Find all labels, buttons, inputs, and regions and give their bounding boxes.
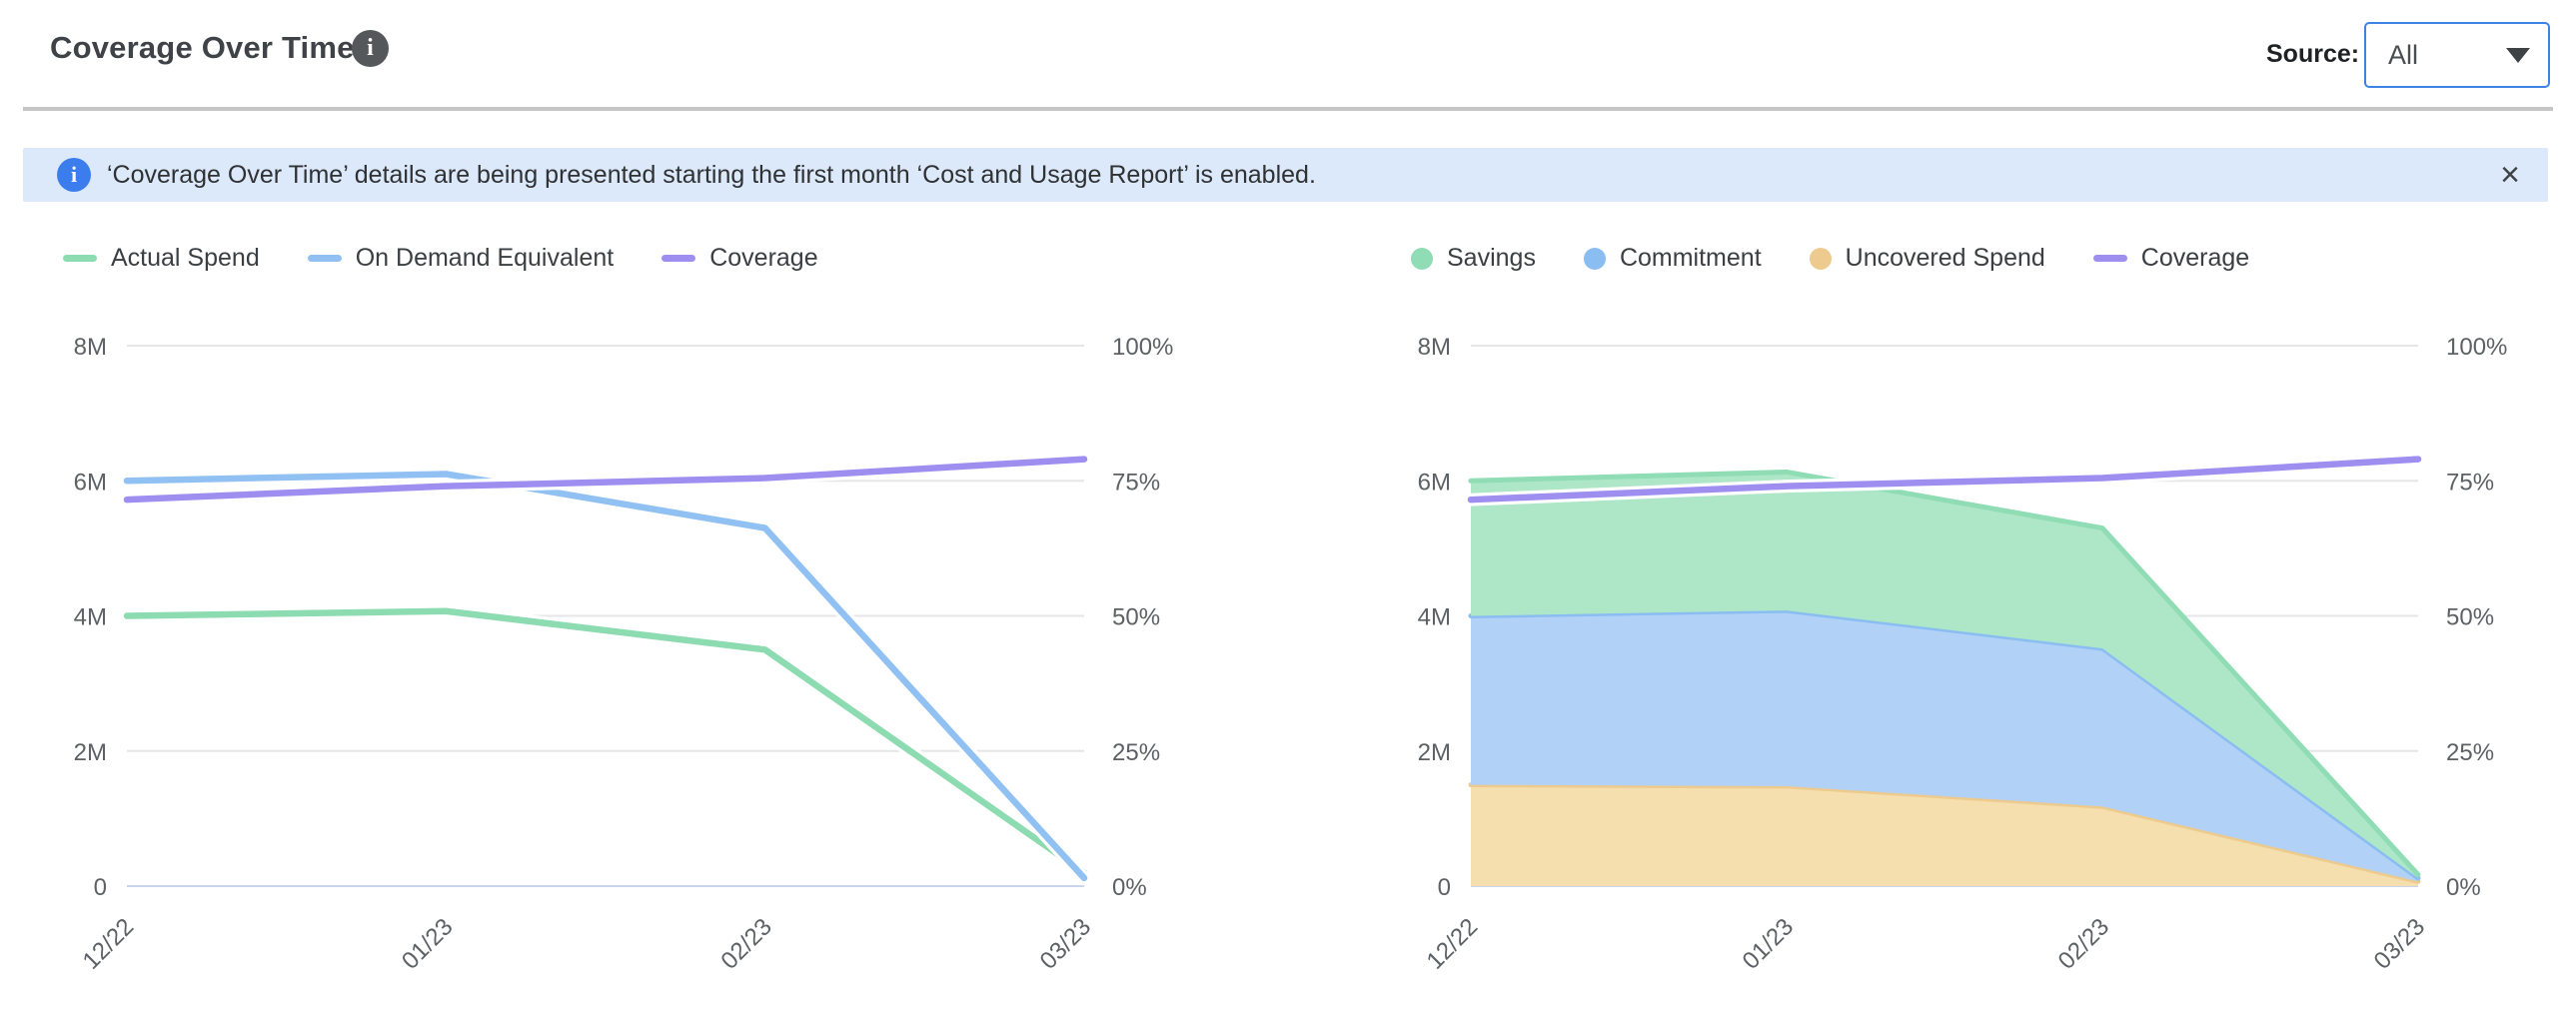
svg-text:2M: 2M bbox=[74, 739, 107, 766]
svg-text:50%: 50% bbox=[2446, 604, 2494, 631]
svg-text:0: 0 bbox=[94, 874, 107, 901]
source-select[interactable]: All bbox=[2364, 22, 2550, 88]
source-label: Source: bbox=[2266, 40, 2360, 68]
svg-text:75%: 75% bbox=[2446, 469, 2494, 496]
legend-label: Actual Spend bbox=[111, 244, 260, 272]
legend-label: On Demand Equivalent bbox=[355, 244, 615, 272]
svg-text:0%: 0% bbox=[2446, 874, 2481, 901]
svg-text:03/23: 03/23 bbox=[2369, 913, 2431, 975]
legend-swatch bbox=[1583, 247, 1606, 270]
svg-text:12/22: 12/22 bbox=[1422, 913, 1484, 975]
svg-text:50%: 50% bbox=[1112, 604, 1160, 631]
legend-swatch bbox=[63, 255, 97, 262]
banner-info-icon: i bbox=[57, 158, 91, 192]
legend-item-actual-spend[interactable]: Actual Spend bbox=[63, 244, 260, 273]
line-chart-section: Actual Spend On Demand Equivalent Covera… bbox=[23, 230, 1312, 1015]
legend-swatch bbox=[2092, 255, 2127, 262]
svg-text:6M: 6M bbox=[1418, 469, 1451, 496]
legend-swatch bbox=[307, 255, 342, 262]
header-divider bbox=[23, 107, 2553, 111]
svg-text:03/23: 03/23 bbox=[1035, 913, 1097, 975]
svg-text:75%: 75% bbox=[1112, 469, 1160, 496]
info-icon[interactable]: i bbox=[352, 30, 389, 67]
legend-item-commitment[interactable]: Commitment bbox=[1583, 244, 1762, 273]
svg-text:4M: 4M bbox=[74, 604, 107, 631]
svg-text:25%: 25% bbox=[2446, 739, 2494, 766]
close-icon[interactable]: × bbox=[2500, 156, 2520, 194]
legend-label: Commitment bbox=[1619, 244, 1762, 272]
legend-swatch bbox=[1809, 247, 1832, 270]
svg-text:25%: 25% bbox=[1112, 739, 1160, 766]
line-chart-legend: Actual Spend On Demand Equivalent Covera… bbox=[63, 244, 866, 273]
legend-swatch bbox=[1411, 247, 1433, 270]
svg-text:100%: 100% bbox=[1112, 334, 1173, 361]
banner-text: ‘Coverage Over Time’ details are being p… bbox=[107, 160, 1316, 189]
chevron-down-icon bbox=[2506, 47, 2530, 63]
spend-lines-chart: 0 0% 2M 25% 4M 50% 6M 75% 8M 100% 12/22 01/23 02/23 0… bbox=[74, 334, 1174, 975]
info-banner: i ‘Coverage Over Time’ details are being… bbox=[23, 148, 2548, 202]
svg-text:02/23: 02/23 bbox=[2053, 913, 2115, 975]
svg-text:4M: 4M bbox=[1418, 604, 1451, 631]
coverage-areas-chart: 0 0% 2M 25% 4M 50% 6M 75% 8M 100% 12/22 01/23 02/23 0… bbox=[1418, 334, 2508, 975]
page-title: Coverage Over Time bbox=[50, 30, 355, 65]
svg-text:2M: 2M bbox=[1418, 739, 1451, 766]
svg-text:0: 0 bbox=[1438, 874, 1451, 901]
source-selected-value: All bbox=[2388, 39, 2419, 70]
svg-text:0%: 0% bbox=[1112, 874, 1147, 901]
svg-text:02/23: 02/23 bbox=[715, 913, 777, 975]
area-chart-legend: Savings Commitment Uncovered Spend Cover… bbox=[1411, 244, 2297, 273]
svg-text:12/22: 12/22 bbox=[78, 913, 140, 975]
legend-item-coverage[interactable]: Coverage bbox=[2092, 244, 2250, 273]
svg-text:8M: 8M bbox=[1418, 334, 1451, 361]
area-chart-section: Savings Commitment Uncovered Spend Cover… bbox=[1384, 230, 2576, 1015]
legend-label: Uncovered Spend bbox=[1845, 244, 2045, 272]
legend-label: Savings bbox=[1447, 244, 1536, 272]
legend-item-on-demand-equivalent[interactable]: On Demand Equivalent bbox=[307, 244, 615, 273]
legend-item-coverage[interactable]: Coverage bbox=[661, 244, 818, 273]
svg-text:6M: 6M bbox=[74, 469, 107, 496]
legend-label: Coverage bbox=[709, 244, 818, 272]
svg-text:8M: 8M bbox=[74, 334, 107, 361]
legend-label: Coverage bbox=[2140, 244, 2250, 272]
svg-text:100%: 100% bbox=[2446, 334, 2507, 361]
legend-item-uncovered-spend[interactable]: Uncovered Spend bbox=[1809, 244, 2045, 273]
svg-text:01/23: 01/23 bbox=[1738, 913, 1800, 975]
svg-text:01/23: 01/23 bbox=[397, 913, 459, 975]
legend-item-savings[interactable]: Savings bbox=[1411, 244, 1536, 273]
legend-swatch bbox=[661, 255, 696, 262]
